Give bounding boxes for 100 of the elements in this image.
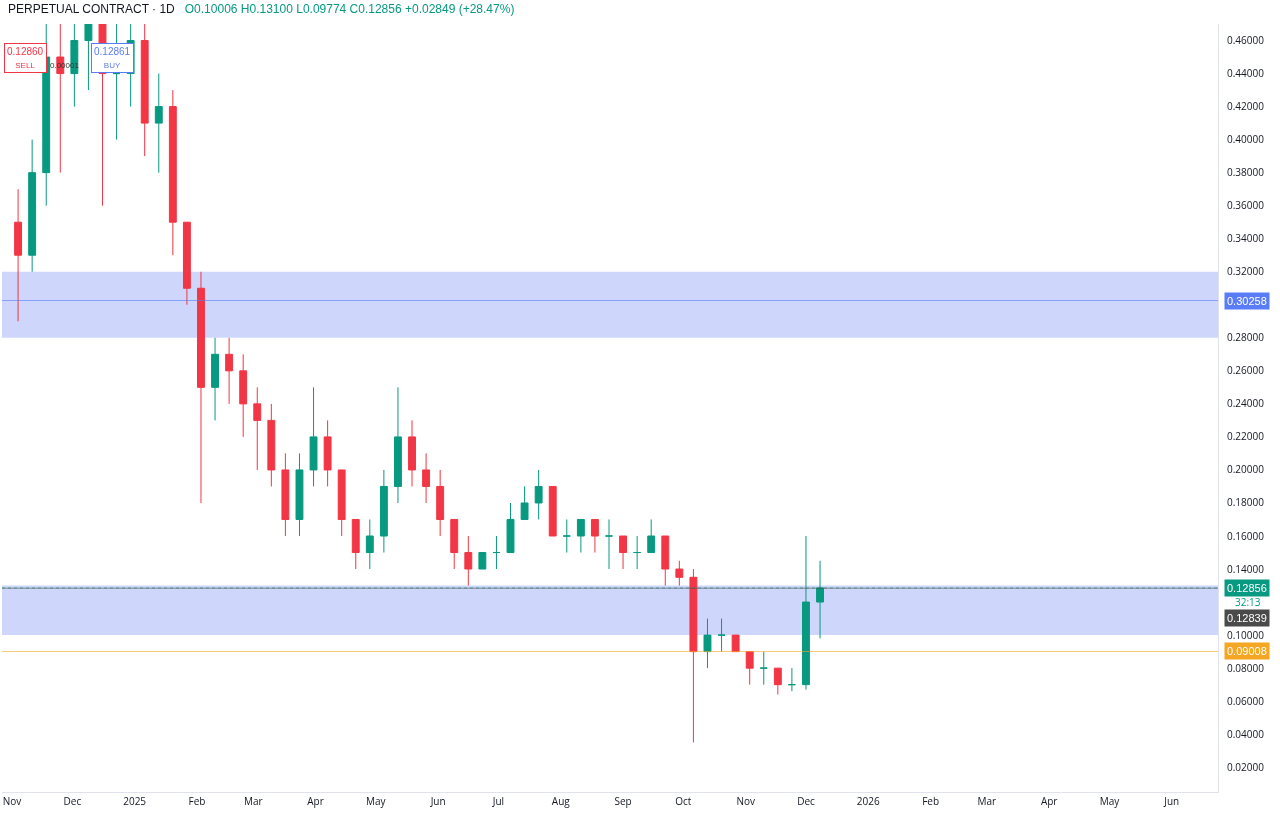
candlestick <box>450 518 459 570</box>
candlestick <box>394 386 402 504</box>
candlestick <box>787 667 796 692</box>
x-tick-label: Apr <box>307 794 324 808</box>
candlestick <box>773 667 782 696</box>
y-tick-label: 0.42000 <box>1227 99 1265 114</box>
candlestick <box>28 139 37 273</box>
candlestick <box>239 353 248 438</box>
ref-line-label: 0.09008 <box>1227 645 1267 657</box>
x-tick-label: Oct <box>675 794 692 808</box>
y-tick-label: 0.46000 <box>1227 33 1265 48</box>
candlestick <box>731 634 740 653</box>
ref-line-label: 0.30258 <box>1227 295 1267 307</box>
x-tick-label: Sep <box>614 794 632 808</box>
y-tick-label: 0.44000 <box>1227 66 1265 81</box>
candlestick <box>675 560 684 587</box>
candlestick <box>647 518 656 554</box>
y-tick-label: 0.22000 <box>1227 429 1265 444</box>
x-tick-label: 2026 <box>856 794 880 808</box>
candlestick <box>464 535 473 587</box>
chart-title: PERPETUAL CONTRACT · 1D <box>8 1 175 16</box>
y-tick-label: 0.20000 <box>1227 462 1265 477</box>
candlestick <box>168 89 177 256</box>
x-tick-label: Apr <box>1040 794 1058 808</box>
x-tick-label: Mar <box>243 794 263 808</box>
y-tick-label: 0.16000 <box>1227 528 1265 543</box>
x-tick-label: Feb <box>922 794 940 808</box>
y-tick-label: 0.38000 <box>1227 165 1265 180</box>
candlestick <box>717 618 726 653</box>
y-tick-label: 0.40000 <box>1227 132 1265 147</box>
x-tick-label: Feb <box>188 794 206 808</box>
candlestick <box>182 221 191 306</box>
candlestick <box>548 485 557 537</box>
candlestick <box>619 535 628 570</box>
candlestick <box>492 535 501 570</box>
annotation: 0.12860 SELL <box>7 46 44 70</box>
candlestick <box>661 535 670 587</box>
candlestick <box>590 518 599 554</box>
x-tick-label: May <box>366 794 387 808</box>
x-tick-label: Dec <box>797 794 816 808</box>
y-tick-label: 0.06000 <box>1227 693 1265 708</box>
x-tick-label: 2025 <box>123 794 147 808</box>
annotation: 0.00001 <box>50 61 80 70</box>
candlestick <box>365 518 374 570</box>
candlestick <box>309 386 318 487</box>
candlestick <box>759 651 768 686</box>
x-tick-label: Dec <box>63 794 82 808</box>
candlestick <box>42 24 51 207</box>
y-tick-label: 0.34000 <box>1227 231 1265 246</box>
candlestick <box>422 452 431 504</box>
candlestick <box>802 535 810 691</box>
y-tick-label: 0.32000 <box>1227 264 1265 279</box>
y-tick-label: 0.02000 <box>1227 759 1265 774</box>
x-tick-label: Mar <box>977 794 997 808</box>
annotation: 0.12861 BUY <box>94 46 131 70</box>
x-tick-label: May <box>1099 794 1121 808</box>
candlestick <box>689 568 698 743</box>
candlestick <box>478 552 487 570</box>
candlestick <box>84 24 93 91</box>
candlestick <box>745 651 754 686</box>
candlestick <box>379 469 388 554</box>
ref-line-label: 0.12856 <box>1227 582 1267 594</box>
y-tick-label: 0.24000 <box>1227 396 1265 411</box>
chart-subtitle: O0.10006 H0.13100 L0.09774 C0.12856 +0.02849 (+28.47%) <box>184 1 515 16</box>
ref-line-label: 0.12839 <box>1227 612 1267 624</box>
y-tick-label: 0.26000 <box>1227 363 1265 378</box>
candlestick <box>816 560 824 639</box>
candlestick <box>211 337 219 421</box>
candlestick <box>197 271 205 504</box>
candlestick <box>520 485 529 520</box>
candlestick <box>351 518 360 570</box>
x-tick-label: Aug <box>551 794 571 808</box>
candlestick <box>408 419 416 487</box>
candlestick <box>323 419 332 487</box>
candlestick <box>140 24 149 157</box>
x-tick-label: Jun <box>429 794 446 808</box>
y-tick-label: 0.18000 <box>1227 495 1265 510</box>
candlestick <box>225 337 234 405</box>
text: 32:13 <box>1235 595 1261 609</box>
y-tick-label: 0.36000 <box>1227 198 1265 213</box>
candlestick <box>506 502 515 554</box>
candlestick <box>562 518 571 554</box>
candlestick <box>267 403 276 487</box>
y-tick-label: 0.04000 <box>1227 726 1265 741</box>
candlestick <box>253 386 262 471</box>
y-tick-label: 0.08000 <box>1227 660 1265 675</box>
candlestick <box>436 469 445 537</box>
x-tick-label: Nov <box>2 794 22 808</box>
candlestick <box>633 535 642 570</box>
y-tick-label: 0.14000 <box>1227 561 1265 576</box>
y-tick-label: 0.10000 <box>1227 627 1265 642</box>
x-tick-label: Jul <box>491 794 505 808</box>
x-tick-label: Nov <box>736 794 755 808</box>
candlestick <box>703 618 712 669</box>
x-tick-label: Jun <box>1163 794 1180 808</box>
candlestick <box>534 469 543 520</box>
candlestick <box>281 452 290 537</box>
candlestick <box>154 73 163 174</box>
candlestick <box>295 452 304 537</box>
candlestick <box>14 188 23 322</box>
